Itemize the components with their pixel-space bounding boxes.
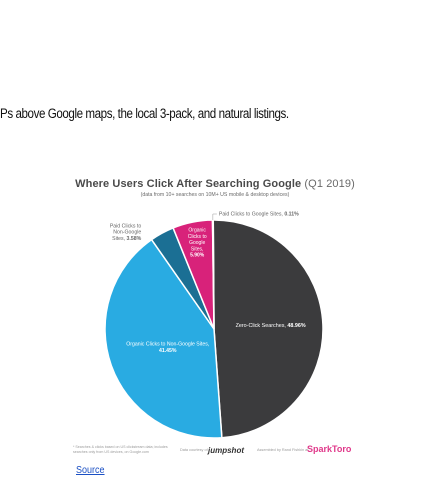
jumpshot-credit: Data courtesy of [180, 448, 208, 452]
pie-slice-organic-non-google [104, 238, 223, 439]
article-intro-text: Ps above Google maps, the local 3-pack, … [0, 106, 289, 121]
chart-title-main: Where Users Click After Searching Google [75, 178, 302, 190]
slice-label-paid-non-google: Paid Clicks to Non-Google Sites, 3.58% [110, 223, 142, 242]
jumpshot-logo: jumpshot [208, 446, 244, 455]
pie-slice-zero-click [212, 219, 324, 439]
chart-subtitle: (data from 10+ searches on 10M+ US mobil… [140, 192, 290, 198]
slice-label-organic-google: Organic Clicks to Google Sites, 5.90% [188, 228, 207, 259]
slice-label-paid-google: Paid Clicks to Google Sites, 0.11% [219, 212, 299, 218]
chart-title: Where Users Click After Searching Google… [60, 178, 370, 190]
sparktoro-credit: Assembled by Rand Fishkin at [257, 448, 309, 452]
slice-label-organic-non-google: Organic Clicks to Non-Google Sites, 41.45… [126, 341, 209, 354]
pie-chart: Zero-Click Searches, 48.96% Organic Click… [104, 212, 324, 439]
pie-chart-infographic: Where Users Click After Searching Google… [60, 172, 370, 462]
leader-line-paid-google [212, 213, 217, 221]
sparktoro-logo: SparkToro [307, 444, 352, 454]
slice-label-zero-click: Zero-Click Searches, 48.96% [236, 323, 306, 329]
footnote: * Searches & clicks based on US clickstr… [73, 445, 168, 454]
source-link[interactable]: Source [76, 465, 105, 476]
chart-title-suffix: (Q1 2019) [304, 178, 355, 190]
